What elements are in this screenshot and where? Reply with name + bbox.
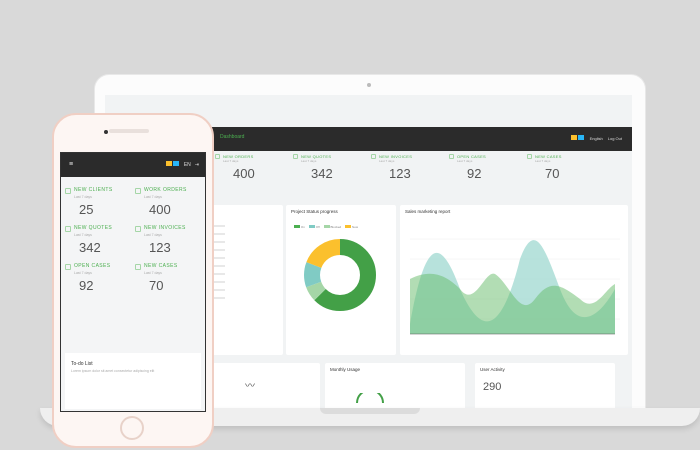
stat-card[interactable]: NEW QUOTES Last 7 days 342 [293, 152, 371, 181]
invoice-icon [371, 154, 376, 159]
legend-item: Off [308, 225, 320, 229]
donut-slice-yellow [304, 239, 376, 311]
panel-title: User Activity [480, 367, 505, 372]
donut-slice-teal [304, 239, 376, 311]
stat-label: NEW QUOTES [301, 154, 332, 159]
activity-list [205, 225, 225, 305]
legend-item: Blocked [323, 225, 341, 229]
stat-value: 25 [79, 202, 94, 217]
stat-value: 70 [149, 278, 164, 293]
area-series-green [410, 273, 615, 334]
stat-label: NEW INVOICES [144, 225, 186, 231]
stat-sub: Last 7 days [223, 159, 239, 163]
stat-sub: Last 7 days [74, 195, 92, 199]
stat-sub: Last 7 days [457, 159, 473, 163]
case-icon [135, 264, 141, 270]
menu-icon[interactable]: ≡ [69, 161, 74, 168]
user-activity-value: 290 [483, 381, 502, 393]
topbar-right: English Log Out [570, 135, 622, 141]
stat-card[interactable]: NEW CASES Last 7 days 70 [135, 263, 201, 293]
laptop-notch [320, 408, 420, 414]
stat-label: NEW CASES [535, 154, 562, 159]
stat-sub: Last 7 days [74, 271, 92, 275]
clipboard-icon [135, 188, 141, 194]
stat-label: NEW INVOICES [379, 154, 413, 159]
stat-card[interactable]: NEW QUOTES Last 7 days 342 [65, 225, 131, 255]
phone-topbar-right: EN ⇥ [165, 161, 199, 168]
stats-row: NEW ORDERS Last 7 days 400 NEW QUOTES La… [215, 152, 605, 181]
stat-card[interactable]: WORK ORDERS Last 7 days 400 [135, 187, 201, 217]
project-progress-panel: Project Status progress On Off Blocked N… [286, 205, 396, 355]
stat-value: 92 [79, 278, 94, 293]
language-select[interactable]: English [589, 135, 603, 141]
stat-sub: Last 7 days [535, 159, 551, 163]
donut-chart [304, 239, 376, 311]
stat-value: 123 [149, 240, 171, 255]
stat-value: 400 [149, 202, 171, 217]
cart-icon [215, 154, 220, 159]
case-icon [449, 154, 454, 159]
phone-camera [104, 130, 108, 134]
language-flags-icon[interactable] [570, 135, 585, 141]
stat-card[interactable]: NEW ORDERS Last 7 days 400 [215, 152, 293, 181]
stat-label: WORK ORDERS [144, 187, 187, 193]
stat-sub: Last 7 days [301, 159, 317, 163]
panel-title: Monthly Usage [330, 367, 361, 372]
stat-card[interactable]: NEW CLIENTS Last 7 days 25 [65, 187, 131, 217]
stat-value: 342 [311, 166, 333, 181]
language-flags-icon[interactable] [165, 161, 180, 168]
brand-logo[interactable]: Dashboard [220, 134, 245, 140]
home-button[interactable] [120, 416, 144, 440]
stat-label: NEW QUOTES [74, 225, 113, 231]
usage-gauge [356, 393, 384, 404]
stat-sub: Last 7 days [74, 233, 92, 237]
trend-icon: 〰 [245, 381, 255, 392]
legend-item: New [345, 225, 358, 229]
stat-card[interactable]: NEW INVOICES Last 7 days 123 [135, 225, 201, 255]
language-select[interactable]: EN [183, 161, 191, 168]
stat-label: NEW CLIENTS [74, 187, 113, 193]
phone-frame: ≡ EN ⇥ NEW CLIENTS Last 7 days 25 WORK O… [52, 113, 214, 448]
user-icon [65, 188, 71, 194]
todo-title: To-do List [71, 361, 93, 367]
case-icon [527, 154, 532, 159]
case-icon [65, 264, 71, 270]
stat-label: NEW ORDERS [223, 154, 254, 159]
stat-sub: Last 7 days [144, 195, 162, 199]
quote-icon [65, 226, 71, 232]
stat-value: 342 [79, 240, 101, 255]
stat-card[interactable]: NEW CASES Last 7 days 70 [527, 152, 605, 181]
panel-title: Project Status progress [291, 209, 338, 214]
panel-title: Sales marketing report [405, 209, 451, 214]
quote-icon [293, 154, 298, 159]
legend-item: On [294, 225, 305, 229]
logout-icon[interactable]: ⇥ [194, 161, 199, 168]
phone-screen: ≡ EN ⇥ NEW CLIENTS Last 7 days 25 WORK O… [60, 152, 206, 412]
stat-value: 92 [467, 166, 482, 181]
invoice-icon [135, 226, 141, 232]
sales-report-panel: Sales marketing report [400, 205, 628, 355]
laptop-camera [367, 83, 371, 87]
stat-card[interactable]: OPEN CASES Last 7 days 92 [65, 263, 131, 293]
stat-value: 123 [389, 166, 411, 181]
stat-value: 400 [233, 166, 255, 181]
phone-speaker [109, 129, 149, 133]
stat-card[interactable]: NEW INVOICES Last 7 days 123 [371, 152, 449, 181]
stat-sub: Last 7 days [144, 233, 162, 237]
area-chart [410, 238, 620, 335]
stat-sub: Last 7 days [144, 271, 162, 275]
stat-label: OPEN CASES [74, 263, 111, 269]
stat-label: NEW CASES [144, 263, 178, 269]
donut-legend: On Off Blocked New [294, 225, 358, 229]
stat-sub: Last 7 days [379, 159, 395, 163]
logout-link[interactable]: Log Out [607, 135, 622, 141]
phone-topbar: ≡ EN ⇥ [61, 153, 205, 177]
stat-label: OPEN CASES [457, 154, 487, 159]
todo-panel: To-do List Lorem ipsum dolor sit amet co… [65, 353, 201, 409]
activity-list-panel [205, 205, 283, 355]
todo-subtitle: Lorem ipsum dolor sit amet consectetur a… [71, 369, 155, 373]
phone-stats-grid: NEW CLIENTS Last 7 days 25 WORK ORDERS L… [61, 177, 205, 293]
stat-card[interactable]: OPEN CASES Last 7 days 92 [449, 152, 527, 181]
stat-value: 70 [545, 166, 560, 181]
